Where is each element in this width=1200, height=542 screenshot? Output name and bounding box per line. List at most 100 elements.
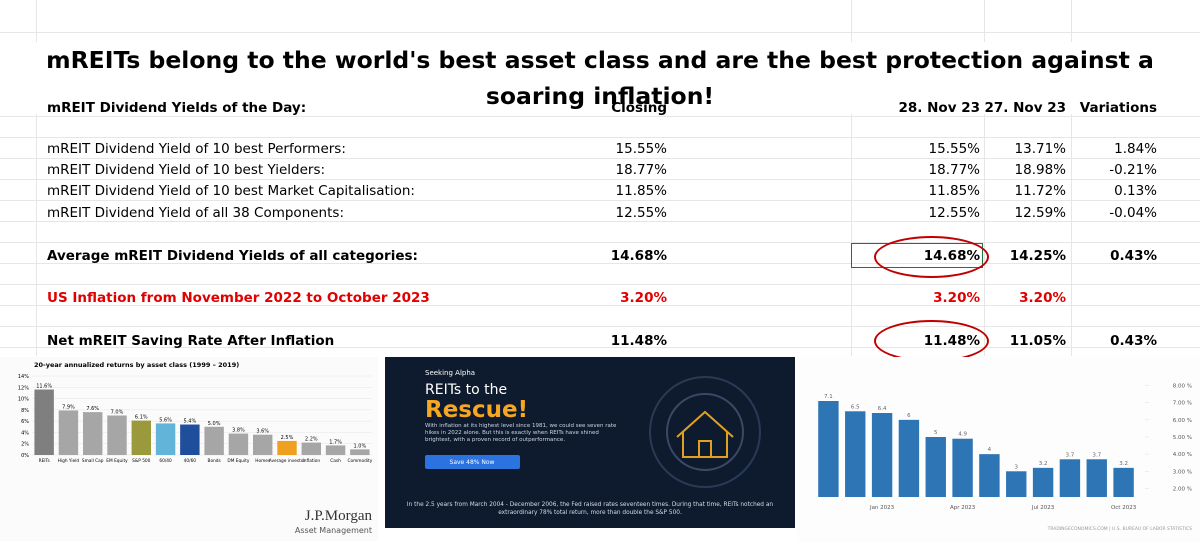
value-label: 2.2% [305,437,318,443]
highlight-ellipse [874,320,989,362]
value-label: 3.8% [232,428,245,434]
value-label: 3.6% [256,429,269,435]
asset-returns-image: 20-year annualized returns by asset clas… [0,357,378,541]
cell-value: 11.85% [615,183,667,199]
x-tick-label: REITs [39,458,51,464]
bar [83,412,103,455]
headline: REITs to the [425,382,507,398]
value-label: 4 [988,447,992,453]
bar [204,426,224,455]
x-tick-label: Jan 2023 [869,505,895,511]
x-tick-label: 40/60 [184,458,197,464]
value-label: 3.2 [1119,461,1128,467]
source: TRADINGECONOMICS.COM | U.S. BUREAU OF LA… [1047,526,1193,532]
x-tick-label: Bonds [208,458,222,464]
x-tick-label: High Yield [58,458,80,464]
value-label: 6.1% [135,415,148,421]
bar [1006,471,1027,497]
value-label: 1.7% [329,439,342,445]
chart-title: 20-year annualized returns by asset clas… [34,361,239,369]
bar [34,389,54,455]
x-tick-label: Oct 2023 [1111,505,1137,511]
y-tick-label: 6% [21,419,29,425]
bar [301,442,321,455]
bar [228,433,249,455]
cell-value: -0.21% [1109,162,1157,178]
y-tick-label: 3.00 % [1173,469,1192,475]
row-label: mREIT Dividend Yield of all 38 Component… [47,205,344,221]
bar [818,401,839,497]
bar [845,411,866,497]
x-tick-label: Commodity [347,458,372,464]
body: With inflation at its highest level sinc… [425,423,617,443]
x-tick-label: DM Equity [227,458,249,464]
bar [898,419,920,497]
cell-value: 12.55% [615,205,667,221]
y-tick-label: 5.00 % [1173,435,1192,441]
headline-accent: Rescue! [425,397,528,423]
cell-value: 11.72% [1014,183,1066,199]
y-tick-label: 10% [18,397,29,403]
bar [1086,459,1107,497]
y-tick-label: 14% [18,374,29,380]
bar [1059,459,1081,497]
value-label: 7.9% [62,404,75,410]
value-label: 7.6% [86,406,99,412]
cell-value: 0.43% [1110,333,1157,349]
x-tick-label: Jul 2023 [1031,505,1055,511]
y-tick-label: 12% [18,385,29,391]
row-label: mREIT Dividend Yields of the Day: [47,100,307,116]
logo: J.P.Morgan [305,508,373,524]
cell-value: 14.25% [1009,248,1066,264]
bar [979,454,1000,497]
row-label: Net mREIT Saving Rate After Inflation [47,333,335,349]
cell-value: 3.20% [933,290,980,306]
row-label: Average mREIT Dividend Yields of all cat… [47,248,418,264]
value-label: 5.6% [159,417,172,423]
button[interactable] [425,455,520,469]
bar [155,423,176,455]
cell-value: 15.55% [615,141,667,157]
cell-value: 11.85% [928,183,980,199]
y-tick-label: 6.00 % [1173,418,1192,424]
brand: Seeking Alpha [425,369,475,377]
cell-value: 0.13% [1114,183,1157,199]
cell-value: 14.68% [610,248,667,264]
cell-value: -0.04% [1109,205,1157,221]
y-tick-label: 2.00 % [1173,486,1192,492]
x-tick-label: Inflation [303,458,321,464]
y-tick-label: 8.00 % [1173,384,1192,390]
x-tick-label: Apr 2023 [950,505,976,511]
value-label: 11.6% [36,384,52,390]
bar [58,410,79,455]
cell-value: 1.84% [1114,141,1157,157]
x-tick-label: Homes [255,458,271,464]
cell-value: Closing [611,100,667,116]
logo-sub: Asset Management [295,526,372,535]
x-tick-label: EM Equity [106,458,128,464]
row-label: US Inflation from November 2022 to Octob… [47,290,430,306]
value-label: 2.5% [281,435,294,441]
value-label: 3.7 [1092,452,1101,458]
y-tick-label: 2% [21,442,29,448]
bar [350,449,370,455]
bar [107,415,127,455]
highlight-ellipse [874,236,989,278]
button-label[interactable]: Save 48% Now [450,459,495,466]
bar [277,440,297,455]
value-label: 6 [907,413,911,419]
bar [952,438,973,497]
title: mREITs belong to the world's best asset … [0,42,1200,114]
footer: In the 2.5 years from March 2004 - Decem… [406,502,774,516]
bar [253,434,273,455]
cell-value: Variations [1079,100,1157,116]
x-tick-label: Cash [330,458,341,464]
x-tick-label: Average investor [269,458,306,464]
value-label: 5 [934,430,938,436]
cell-value: 12.55% [928,205,980,221]
value-label: 7.1 [824,394,833,400]
cell-value: 18.98% [1014,162,1066,178]
y-tick-label: 4.00 % [1173,452,1192,458]
bar [180,424,200,455]
